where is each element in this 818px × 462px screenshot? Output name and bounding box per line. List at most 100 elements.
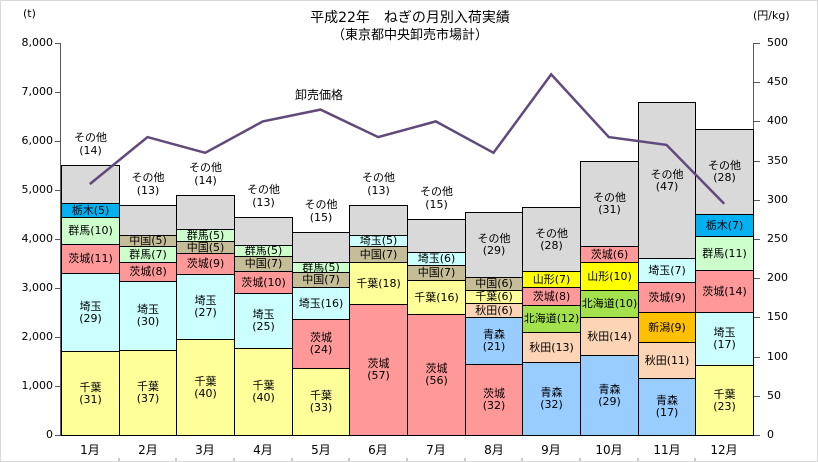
segment-label-value: (33) <box>309 401 333 414</box>
x-axis-label-5月: 5月 <box>311 443 331 457</box>
x-axis-label-12月: 12月 <box>710 443 738 457</box>
segment-label-name: その他 <box>189 161 222 174</box>
segment-label-value: (24) <box>309 343 333 356</box>
left-axis-tick-label: 3,000 <box>21 281 54 294</box>
bar-segment-5月-千葉: 千葉 (33) <box>292 368 350 436</box>
price-line <box>89 72 726 205</box>
segment-label-name: 茨城 <box>310 331 332 344</box>
segment-label-name: その他 <box>708 159 741 172</box>
bottom-tick <box>406 458 408 461</box>
bar-segment-10月-青森: 青森 (29) <box>580 355 639 436</box>
bar-segment-label: 茨城 (32) <box>483 388 506 412</box>
bottom-tick <box>637 458 639 461</box>
bar-segment-label: 埼玉(7) <box>648 263 686 277</box>
bar-segment-label: 茨城 (24) <box>310 332 333 356</box>
right-axis-tick-label: 400 <box>767 114 788 127</box>
segment-label-name: 青森 <box>598 382 621 396</box>
bar-segment-label: 北海道(12) <box>523 312 580 325</box>
bar-segment-label: 千葉 (33) <box>310 390 333 414</box>
right-axis-tick <box>754 357 760 358</box>
bar-segment-4月-千葉: 千葉 (40) <box>234 348 293 436</box>
bars-layer: 千葉 (31) 埼玉 (29) 茨城(11) 群馬(10) 栃木(5) その他 (14) 千葉 (3… <box>61 43 754 436</box>
bar-segment-label: 中国(6) <box>475 277 513 290</box>
segment-label-name: 埼玉 <box>137 303 159 316</box>
segment-label-name: 千葉 <box>310 389 332 402</box>
right-axis-tick-label: 450 <box>767 75 788 88</box>
bar-segment-label: 埼玉 (27) <box>194 295 217 319</box>
bar-segment-label: 埼玉(5) <box>359 234 398 247</box>
segment-label-name: その他 <box>131 171 165 184</box>
bar-segment-label: 千葉 (40) <box>252 380 275 404</box>
right-axis-tick <box>754 82 760 83</box>
bar-segment-label: 群馬(10) <box>68 224 113 237</box>
x-axis-label-11月: 11月 <box>653 443 681 457</box>
segment-label-name: 茨城 <box>425 362 448 375</box>
segment-label-name: 埼玉 <box>79 299 102 313</box>
chart-title-line2: （東京都中央卸売市場計） <box>331 28 488 43</box>
bar-segment-label: 栃木(7) <box>705 218 744 232</box>
right-axis-tick <box>754 121 760 122</box>
right-axis-tick <box>754 43 760 44</box>
segment-label-value: (40) <box>194 386 217 400</box>
right-axis-tick <box>754 161 760 162</box>
segment-label-name: その他 <box>304 198 338 211</box>
bar-segment-label: 茨城(8) <box>532 289 571 303</box>
right-axis-tick <box>754 239 760 240</box>
segment-label-value: (32) <box>482 399 506 412</box>
bar-segment-7月-茨城: 茨城 (56) <box>407 314 466 436</box>
bar-segment-label: 千葉 (40) <box>194 374 217 400</box>
segment-label-name: その他 <box>420 185 453 198</box>
bottom-tick <box>291 458 293 461</box>
bottom-tick <box>464 458 466 461</box>
bar-segment-6月-その他 <box>349 205 408 236</box>
price-line-label: 卸売価格 <box>294 88 343 102</box>
bar-segment-11月-その他: その他 (47) <box>638 102 696 259</box>
segment-label-name: その他 <box>535 226 568 240</box>
left-axis-tick-label: 6,000 <box>21 134 54 147</box>
segment-label-value: (17) <box>713 338 736 351</box>
left-axis-tick <box>55 141 61 142</box>
bar-segment-label: 茨城 (56) <box>425 363 448 387</box>
segment-label-value: (27) <box>194 306 217 319</box>
bar-segment-10月-茨城: 茨城(6) <box>580 246 639 263</box>
bar-segment-label: 千葉(18) <box>356 276 401 290</box>
bar-segment-label: 埼玉(6) <box>417 252 456 265</box>
segment-label-value: (30) <box>136 315 160 328</box>
bar-segment-label: 埼玉 (30) <box>137 304 160 328</box>
left-axis-tick-label: 8,000 <box>21 36 54 49</box>
segment-label-name: その他 <box>477 232 511 245</box>
left-axis-tick <box>55 386 61 387</box>
bar-segment-label: 北海道(10) <box>581 297 638 310</box>
bar-segment-9月-その他: その他 (28) <box>522 207 581 272</box>
right-axis-tick <box>754 317 760 318</box>
segment-label-value: (56) <box>425 374 448 387</box>
bar-segment-label: 千葉 (23) <box>713 388 736 413</box>
bar-segment-7月-中国: 中国(7) <box>407 265 466 281</box>
right-axis-tick-label: 100 <box>767 350 788 363</box>
bar-segment-1月-茨城: 茨城(11) <box>61 244 120 274</box>
bar-segment-label: 埼玉 (17) <box>713 327 736 351</box>
bar-segment-label: 埼玉 (29) <box>79 299 102 325</box>
bar-segment-label: 茨城(11) <box>68 252 113 265</box>
segment-label-name: 千葉 <box>194 374 217 388</box>
segment-label-value: (13) <box>367 184 390 197</box>
right-axis-tick-label: 500 <box>767 36 788 49</box>
bar-segment-label: 茨城(10) <box>241 275 286 289</box>
bar-segment-12月-群馬: 群馬(11) <box>695 236 754 271</box>
left-axis-tick-label: 5,000 <box>21 183 54 196</box>
segment-label-name: 青森 <box>656 394 678 407</box>
bar-segment-9月-青森: 青森 (32) <box>522 362 581 436</box>
bar-segment-2月-千葉: 千葉 (37) <box>119 350 177 436</box>
bar-segment-label: 青森 (17) <box>656 395 679 419</box>
segment-label-name: 青森 <box>540 386 563 399</box>
bar-segment-label: 群馬(11) <box>702 246 747 260</box>
bar-segment-label-outside: その他 (15) <box>292 198 350 224</box>
bar-segment-2月-その他 <box>119 205 177 236</box>
bar-segment-3月-千葉: 千葉 (40) <box>176 339 235 436</box>
segment-label-value: (14) <box>79 144 102 157</box>
bar-segment-8月-その他: その他 (29) <box>465 212 523 278</box>
bar-segment-label: 青森 (21) <box>483 329 506 353</box>
segment-label-name: その他 <box>593 191 626 204</box>
segment-label-value: (15) <box>309 211 333 224</box>
bottom-tick <box>175 458 177 461</box>
